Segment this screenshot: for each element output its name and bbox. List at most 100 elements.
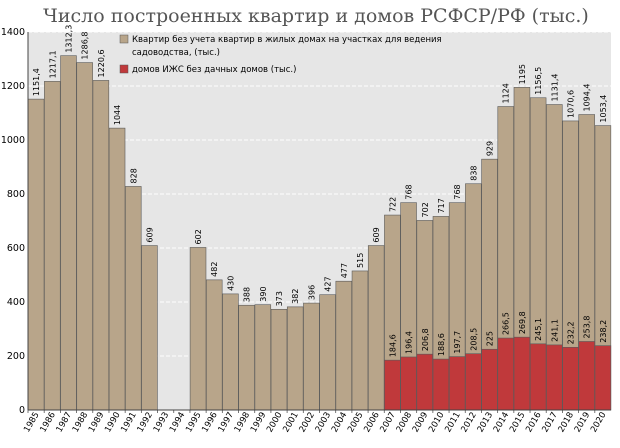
bar-value-label: 609: [372, 227, 381, 242]
bar-houses-izhs: [497, 337, 514, 411]
bar-apartments: [44, 81, 61, 411]
x-tick-label: 2002: [298, 411, 317, 435]
legend-entry: Квартир без учета квартир в жилых домах …: [132, 35, 442, 58]
bar-value-label: 197,7: [453, 331, 462, 354]
x-tick-label: 1992: [136, 411, 155, 435]
bar-value-label: 1053,4: [599, 95, 608, 123]
bar-apartments: [60, 55, 77, 411]
x-tick-label: 2019: [573, 411, 592, 435]
x-tick-label: 1995: [184, 411, 203, 435]
legend-swatch: [119, 64, 129, 74]
x-tick-label: 1988: [71, 411, 90, 435]
bar-value-label: 702: [421, 202, 430, 217]
bar-value-label: 188,6: [437, 333, 446, 356]
bar-value-label: 477: [340, 263, 349, 278]
bar-apartments: [125, 186, 142, 411]
bar-value-label: 717: [437, 198, 446, 213]
bar-apartments: [335, 280, 353, 411]
bar-value-label: 269,8: [518, 311, 527, 334]
x-tick-label: 2003: [314, 411, 333, 435]
bar-value-label: 1044: [113, 105, 122, 125]
bar-value-label: 196,4: [405, 331, 414, 354]
bar-value-label: 1312,3: [64, 25, 73, 53]
x-tick-label: 2006: [362, 411, 381, 435]
bar-houses-izhs: [562, 347, 579, 411]
legend-entry: домов ИЖС без дачных домов (тыс.): [132, 65, 296, 75]
y-tick-label: 1400: [1, 27, 25, 38]
bar-value-label: 1070,6: [567, 90, 576, 118]
bar-value-label: 1151,4: [32, 68, 41, 96]
x-tick-label: 2020: [589, 411, 608, 435]
bar-apartments: [351, 270, 369, 411]
bar-houses-izhs: [432, 358, 450, 411]
bar-value-label: 1124: [502, 83, 511, 103]
y-tick-label: 400: [7, 297, 25, 308]
bar-value-label: 1220,6: [97, 49, 106, 77]
bar-value-label: 838: [469, 165, 478, 180]
x-tick-label: 2004: [330, 411, 349, 435]
bar-houses-izhs: [578, 341, 595, 411]
x-tick-label: 2005: [346, 411, 365, 435]
bar-houses-izhs: [481, 348, 498, 411]
bar-value-label: 1195: [518, 64, 527, 84]
bar-value-label: 184,6: [388, 334, 397, 357]
bar-apartments: [108, 127, 126, 411]
x-tick-label: 2001: [281, 411, 300, 435]
x-tick-label: 1989: [87, 411, 106, 435]
x-tick-label: 2017: [540, 411, 559, 435]
bar-houses-izhs: [529, 343, 547, 411]
bar-value-label: 382: [291, 289, 300, 304]
y-tick-label: 800: [7, 189, 25, 200]
x-tick-label: 2014: [492, 410, 511, 434]
bar-value-label: 1131,4: [550, 74, 559, 102]
bar-value-label: 238,2: [599, 320, 608, 343]
y-tick-label: 1200: [1, 81, 25, 92]
x-tick-label: 1996: [200, 411, 219, 435]
bar-value-label: 1156,5: [534, 67, 543, 95]
x-tick-label: 1997: [217, 411, 236, 435]
bar-houses-izhs: [400, 356, 417, 411]
bar-houses-izhs: [448, 356, 466, 411]
y-tick-label: 600: [7, 243, 25, 254]
bar-apartments: [222, 293, 239, 411]
bar-apartments: [92, 80, 110, 411]
bar-value-label: 1286,8: [81, 32, 90, 60]
x-tick-label: 1990: [103, 411, 122, 435]
bar-value-label: 828: [129, 168, 138, 183]
bar-value-label: 225: [486, 331, 495, 346]
y-tick-label: 0: [19, 405, 25, 416]
bar-apartments: [286, 306, 304, 411]
x-tick-label: 2011: [443, 411, 462, 435]
x-tick-label: 2000: [265, 411, 284, 435]
y-tick-label: 1000: [1, 135, 25, 146]
bar-apartments: [141, 245, 158, 411]
bar-value-label: 482: [210, 262, 219, 277]
bar-houses-izhs: [513, 336, 531, 411]
bar-apartments: [319, 294, 336, 411]
x-tick-label: 1994: [168, 411, 187, 435]
bar-value-label: 722: [388, 197, 397, 212]
x-tick-label: 1991: [119, 411, 138, 435]
bar-value-label: 427: [324, 276, 333, 291]
bar-value-label: 396: [307, 285, 316, 300]
bar-value-label: 929: [486, 141, 495, 156]
x-tick-label: 1986: [38, 411, 57, 435]
x-tick-label: 1998: [233, 411, 252, 435]
bar-houses-izhs: [465, 353, 482, 411]
bar-value-label: 768: [453, 184, 462, 199]
bar-apartments: [367, 245, 385, 411]
x-tick-label: 2010: [427, 411, 446, 435]
x-tick-label: 2015: [508, 411, 527, 435]
bar-value-label: 1094,4: [583, 84, 592, 112]
x-tick-label: 1993: [152, 411, 171, 435]
bar-value-label: 768: [405, 184, 414, 199]
bar-value-label: 266,5: [502, 312, 511, 335]
bar-value-label: 253,8: [583, 316, 592, 339]
x-tick-label: 1987: [55, 411, 74, 435]
x-tick-label: 2012: [459, 411, 478, 435]
x-tick-label: 2008: [395, 411, 414, 435]
bar-houses-izhs: [384, 359, 401, 411]
bar-apartments: [303, 302, 320, 411]
x-tick-label: 2007: [378, 411, 397, 435]
